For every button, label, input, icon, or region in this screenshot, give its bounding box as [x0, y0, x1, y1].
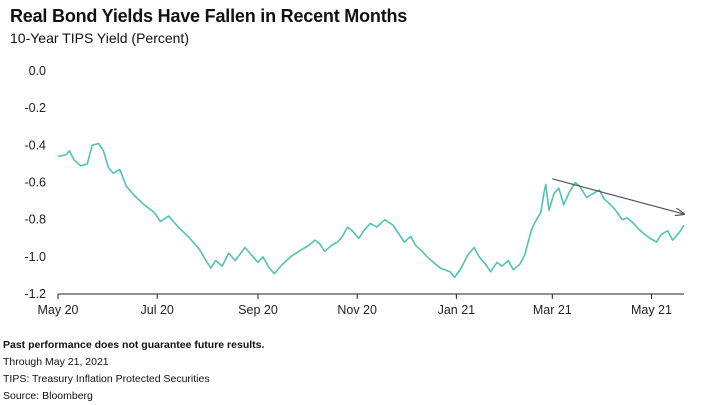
y-tick-label: -0.4 — [24, 138, 46, 152]
series-line-10y-tips-yield — [57, 142, 685, 279]
x-tick-label: Jul 20 — [141, 303, 174, 317]
tips-definition-note: TIPS: Treasury Inflation Protected Secur… — [3, 373, 210, 385]
chart-subtitle: 10-Year TIPS Yield (Percent) — [10, 30, 189, 46]
y-tick-label: -0.8 — [24, 213, 46, 227]
x-tick-label: Jan 21 — [438, 303, 476, 317]
y-tick-label: -0.2 — [24, 101, 46, 115]
y-tick-label: -0.6 — [24, 176, 46, 190]
x-tick-label: May 21 — [631, 303, 672, 317]
downtrend-arrow-annotation — [552, 178, 684, 214]
y-tick-label: -1.2 — [24, 287, 46, 301]
x-tick-label: Nov 20 — [337, 303, 377, 317]
chart-title: Real Bond Yields Have Fallen in Recent M… — [10, 6, 408, 26]
disclaimer-note: Past performance does not guarantee futu… — [3, 339, 265, 351]
y-tick-label: -1.0 — [24, 250, 46, 264]
x-tick-label: May 20 — [38, 303, 79, 317]
source-note: Source: Bloomberg — [3, 390, 93, 402]
through-date-note: Through May 21, 2021 — [3, 356, 109, 368]
x-tick-label: Mar 21 — [533, 303, 572, 317]
footnotes: Past performance does not guarantee futu… — [3, 337, 264, 405]
y-tick-label: 0.0 — [29, 64, 46, 78]
x-tick-label: Sep 20 — [238, 303, 278, 317]
